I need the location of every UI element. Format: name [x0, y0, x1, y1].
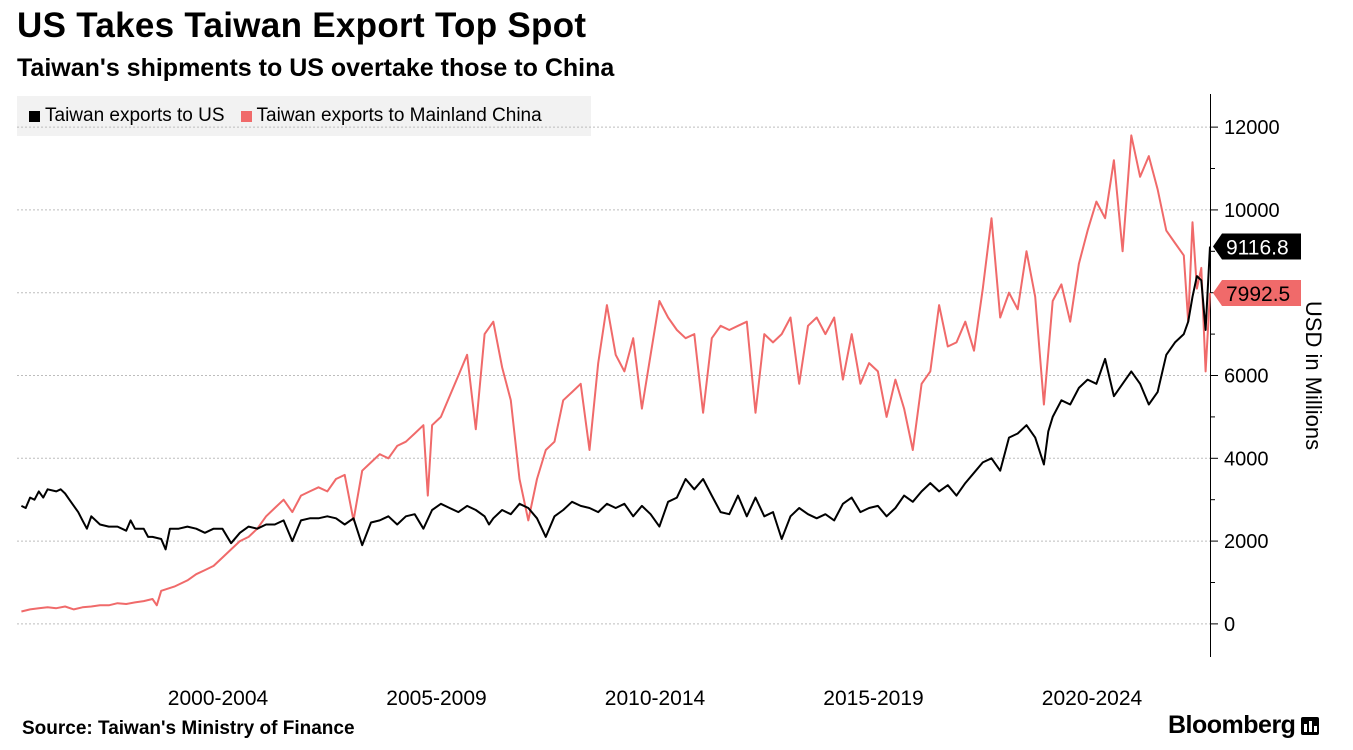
- y-tick-label-0: 0: [1224, 614, 1235, 636]
- y-tick-label-12000: 12000: [1224, 117, 1280, 139]
- x-tick-label-4: 2020-2024: [1042, 687, 1143, 710]
- series-line-us: [20, 246, 1211, 551]
- y-tick-label-6000: 6000: [1224, 366, 1269, 388]
- x-tick-label-0: 2000-2004: [168, 687, 269, 710]
- series-line-china: [21, 134, 1211, 613]
- brand-logo: Bloomberg: [1168, 711, 1320, 740]
- end-label-china-bg: [1213, 279, 1301, 306]
- end-label-us: 9116.8: [1226, 236, 1289, 259]
- y-tick-label-2000: 2000: [1224, 531, 1269, 553]
- y-axis-label: USD in Millions: [1301, 301, 1326, 450]
- y-tick-label-4000: 4000: [1224, 448, 1269, 470]
- legend-swatch-china: [240, 110, 252, 122]
- brand-name: Bloomberg: [1168, 711, 1296, 739]
- end-label-us-bg: [1213, 233, 1301, 260]
- legend-label-us: Taiwan exports to US: [45, 105, 225, 126]
- bloomberg-icon: [1301, 716, 1320, 735]
- x-tick-label-1: 2005-2009: [386, 687, 486, 710]
- page-subtitle: Taiwan's shipments to US overtake those …: [17, 54, 615, 82]
- x-tick-label-3: 2015-2019: [823, 687, 923, 710]
- source-note: Source: Taiwan's Ministry of Finance: [22, 718, 355, 739]
- y-tick-label-10000: 10000: [1224, 200, 1280, 222]
- legend-item-china[interactable]: Taiwan exports to Mainland China: [240, 105, 542, 127]
- end-label-china: 7992.5: [1226, 283, 1290, 306]
- legend-label-china: Taiwan exports to Mainland China: [256, 105, 542, 126]
- page-title: US Takes Taiwan Export Top Spot: [17, 6, 587, 45]
- x-tick-label-2: 2010-2014: [605, 687, 706, 710]
- legend-swatch-us: [29, 110, 40, 122]
- legend-item-us[interactable]: Taiwan exports to US: [29, 105, 225, 127]
- chart-legend: Taiwan exports to US Taiwan exports to M…: [17, 96, 591, 136]
